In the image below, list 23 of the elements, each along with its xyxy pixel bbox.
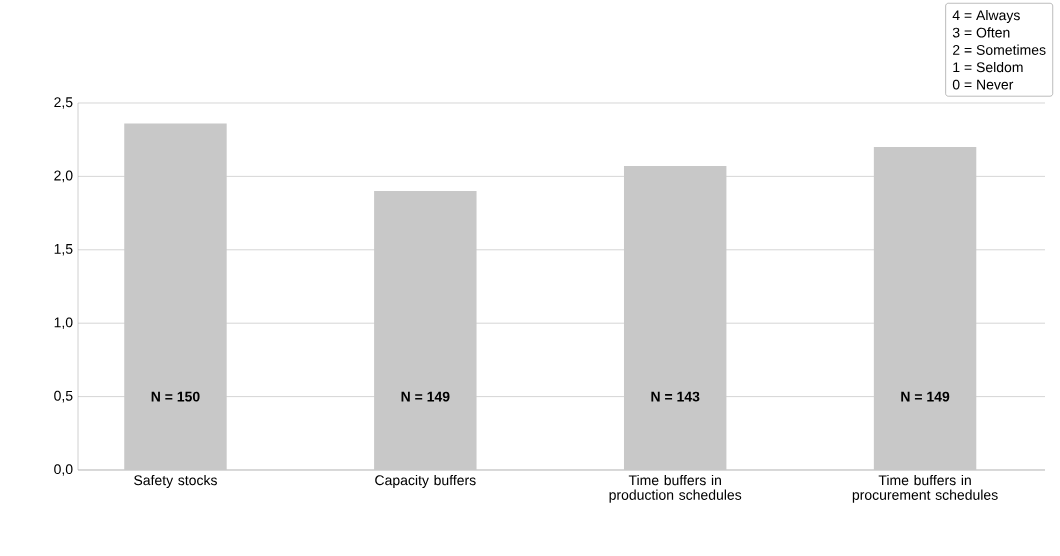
x-tick-label: Capacity buffers [375,474,476,488]
text: 0 = Never [952,79,1014,90]
x-tick-label: Safety stocks [134,474,217,488]
y-tick-label: 2,0 [54,170,73,183]
bar [374,191,477,470]
y-tick-label: 0,0 [54,464,73,476]
annotation: N = 143 [651,391,700,402]
y-tick-label: 0,5 [54,390,73,403]
text: 2 = Sometimes [953,44,1046,55]
annotation: N = 150 [151,391,200,402]
y-tick-label: 2,5 [54,97,73,109]
bar [623,166,727,470]
annotation: N = 149 [901,391,950,402]
x-tick-label: Time buffers in production schedules [609,474,742,503]
y-tick-label: 1,0 [54,317,73,329]
text: 3 = Often [952,27,1010,38]
bar [873,147,977,470]
y-tick-label: 1,5 [54,244,73,256]
annotation: N = 149 [401,391,450,402]
text: 4 = Always [952,9,1020,23]
bar [124,123,227,470]
x-tick-label: Time buffers in procurement schedules [852,474,998,503]
text: 1 = Seldom [953,61,1023,73]
